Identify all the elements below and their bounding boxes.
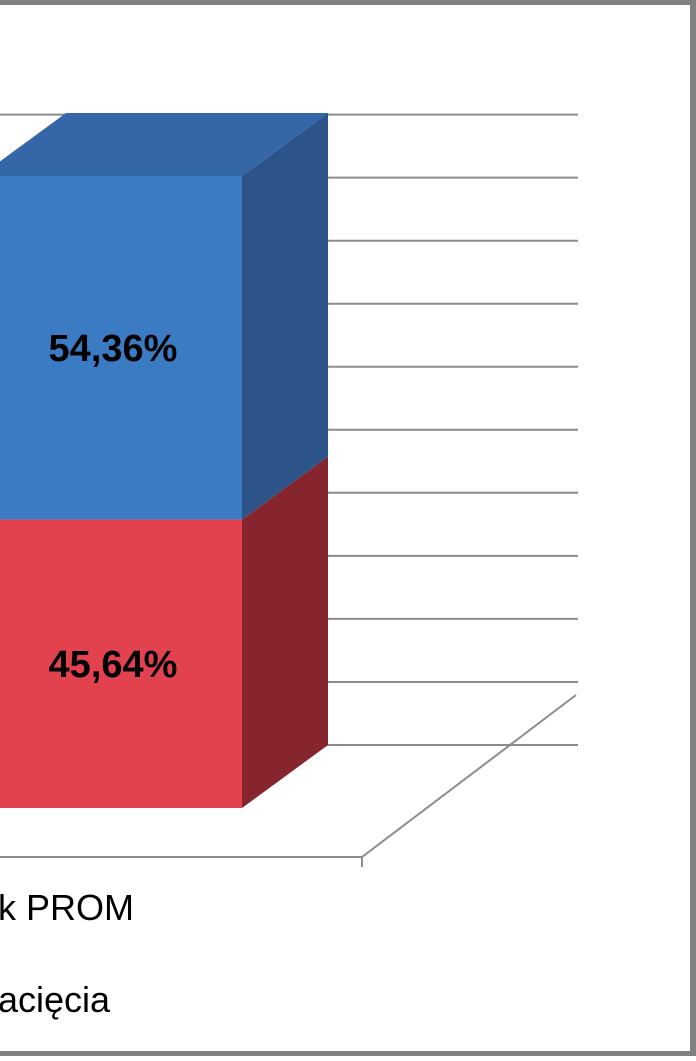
chart-floor [0,694,577,867]
bar-segment-bottom [0,519,242,808]
chart-plot: 45,64% 54,36% k PROM acięcia [0,113,578,1020]
bar-segment-top-top-face [0,113,328,176]
data-label: 45,64% [49,644,178,686]
legend: k PROM acięcia [0,887,134,1020]
stacked-bar [0,113,328,808]
bar-segment-top [0,176,242,520]
data-labels: 45,64% 54,36% [49,328,178,686]
bar-segment-top-side [242,113,328,520]
legend-entry: acięcia [0,979,111,1020]
legend-entry: k PROM [0,887,134,928]
data-label: 54,36% [49,328,178,370]
bar-segment-bottom-side [242,456,328,808]
